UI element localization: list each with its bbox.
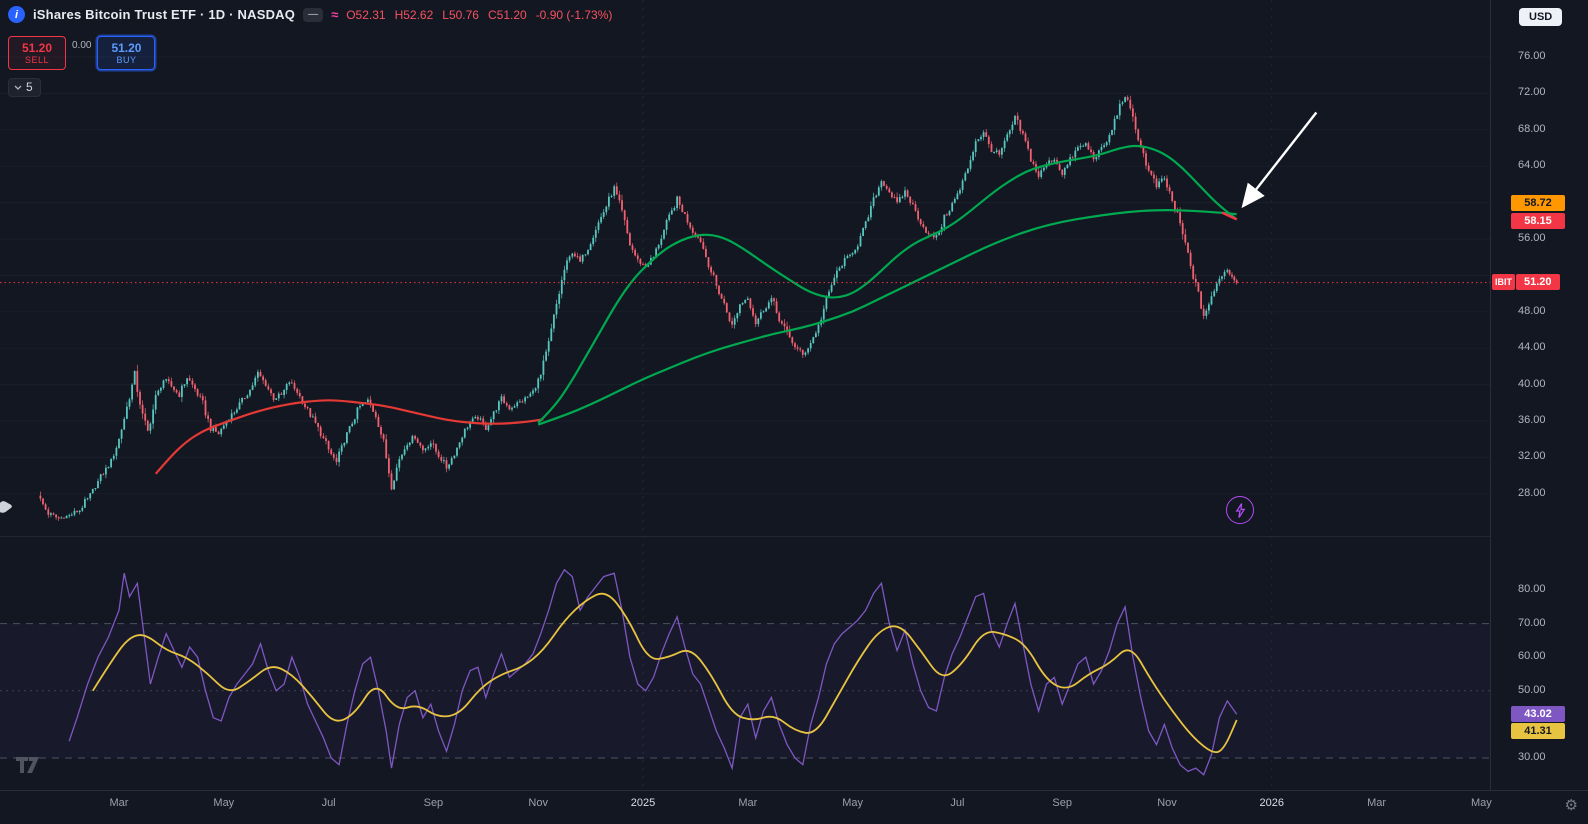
price-axis-label: 30.00 [1518,751,1546,763]
price-axis-label: 60.00 [1518,650,1546,663]
sell-label: SELL [24,55,50,65]
line-indicator-icon[interactable]: — [303,7,324,22]
time-axis-month-label: Sep [423,797,444,809]
time-axis-month-label: Mar [738,797,758,809]
buy-button[interactable]: 51.20 BUY [97,36,156,70]
time-axis-month-label: Sep [1052,797,1072,809]
price-axis-label: 50.00 [1518,683,1546,696]
price-axis[interactable]: USD 76.00 72.00 68.00 64.00 56.00 48.00 44.00 4… [1490,0,1588,790]
symbol-chip: IBIT [1492,273,1515,290]
currency-button[interactable]: USD [1519,8,1563,26]
ohlc-values: O52.31 H52.62 L50.76 C51.20 -0.90 (-1.73… [346,8,612,22]
open-value: O52.31 [346,7,386,22]
price-axis-label: 36.00 [1518,414,1546,426]
symbol-title[interactable]: iShares Bitcoin Trust ETF · 1D · NASDAQ [33,7,296,22]
last-price-badge: IBIT 51.20 [1492,273,1560,290]
time-axis-month-label: May [213,797,235,809]
annotation-arrow[interactable] [1241,111,1318,209]
time-axis-month-label: Nov [528,797,548,809]
change-value: -0.90 (-1.73%) [535,7,613,22]
time-axis-month-label: May [1471,797,1492,809]
price-axis-label: 64.00 [1518,159,1546,172]
indicators-collapse-chip[interactable]: 5 [8,78,41,97]
ma-red-end-stub [1221,211,1238,221]
time-axis-month-label: Mar [1367,797,1387,809]
price-axis-label: 80.00 [1518,583,1546,595]
rsi-line [68,568,1238,776]
indicator-count: 5 [26,80,33,94]
chart-canvas[interactable] [0,0,1490,790]
lightning-icon [1235,502,1245,518]
time-axis-month-label: Jul [321,797,336,809]
chevron-down-icon [14,85,22,90]
buy-price: 51.20 [111,41,142,55]
time-axis-year-label: 2025 [630,797,656,809]
price-axis-label: 70.00 [1518,616,1546,629]
ma-slow-green-line [537,209,1237,426]
info-icon[interactable]: i [8,6,25,23]
time-axis-month-label: Jul [950,797,965,809]
gear-icon[interactable]: ⚙ [1564,797,1578,814]
trade-panel: 51.20 SELL 0.00 51.20 BUY [8,36,156,70]
low-value: L50.76 [442,7,479,22]
price-axis-label: 44.00 [1518,341,1546,354]
info-icon-glyph: i [14,8,19,21]
rsi-value-badge: 43.02 [1511,706,1565,723]
time-axis-month-label: Mar [109,797,129,809]
buy-label: BUY [116,55,137,65]
ma-fast-green-line [537,144,1238,424]
price-axis-label: 68.00 [1518,122,1546,135]
wave-indicator-icon[interactable]: ≈ [331,7,339,22]
close-value: C51.20 [487,7,527,22]
rsi-ma-value-badge: 41.31 [1511,722,1565,739]
time-axis-month-label: Nov [1157,797,1177,809]
candlestick-series [39,95,1238,521]
price-axis-label: 72.00 [1518,86,1546,99]
price-axis-label: 56.00 [1518,232,1546,244]
lightning-button[interactable] [1226,496,1254,524]
chart-header: i iShares Bitcoin Trust ETF · 1D · NASDA… [8,6,612,23]
price-axis-label: 48.00 [1518,304,1546,317]
pane-divider[interactable] [0,536,1588,537]
rsi-ma-line [92,592,1238,754]
price-axis-label: 32.00 [1518,450,1546,463]
hand-icon [0,498,13,521]
sell-price: 51.20 [21,41,53,55]
oscillator-levels [0,623,1490,759]
ma1-price-badge: 58.72 [1511,195,1565,212]
time-axis[interactable]: ⚙ Mar May Jul Sep Nov 2025 Mar May Jul Sep Nov 2026… [0,790,1588,824]
ma-red-line [154,399,544,475]
price-axis-label: 40.00 [1518,377,1546,390]
time-axis-year-label: 2026 [1259,797,1285,809]
sell-button[interactable]: 51.20 SELL [8,36,66,70]
high-value: H52.62 [394,7,434,22]
tradingview-logo[interactable] [16,756,42,779]
last-price-value: 51.20 [1516,273,1560,290]
ma2-price-badge: 58.15 [1511,213,1565,230]
price-grid [642,0,1273,788]
price-axis-label: 28.00 [1518,486,1546,499]
time-axis-month-label: May [842,797,863,809]
spread-value: 0.00 [72,40,92,51]
price-axis-label: 76.00 [1518,50,1546,62]
